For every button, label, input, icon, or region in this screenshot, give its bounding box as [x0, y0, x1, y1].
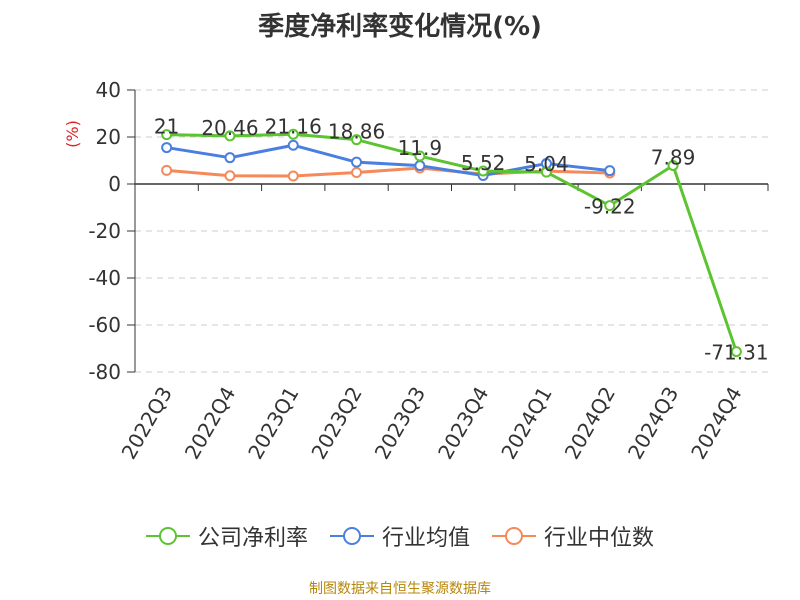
data-point [161, 164, 173, 176]
legend-label-industry-mean: 行业均值 [381, 526, 470, 551]
data-point [224, 130, 236, 142]
data-label: 11.9 [398, 136, 443, 160]
data-point [477, 165, 489, 177]
legend-marker-industry-mean [329, 527, 374, 545]
y-tick-label: -20 [88, 219, 121, 243]
data-point [604, 200, 616, 212]
data-point [161, 142, 173, 154]
y-tick-label: -40 [88, 266, 121, 290]
data-point [414, 150, 426, 162]
data-point [730, 346, 742, 358]
y-tick-label: -80 [88, 360, 121, 384]
source-note: 制图数据来自恒生聚源数据库 [309, 581, 491, 597]
legend-marker-industry-median [492, 527, 536, 545]
data-label: -9.22 [584, 195, 636, 219]
chart-title: 季度净利率变化情况(%) [258, 12, 542, 42]
data-label: 21 [154, 115, 179, 139]
x-tick-label: 2022Q3 [117, 383, 177, 464]
y-axis-label: (%) [63, 120, 82, 148]
x-tick-label: 2023Q2 [306, 383, 366, 464]
series-line [166, 143, 610, 178]
data-point [351, 134, 363, 146]
data-point [224, 170, 236, 182]
x-tick-label: 2024Q3 [623, 383, 683, 464]
data-point [540, 166, 552, 178]
data-point [667, 159, 679, 171]
data-point [161, 129, 173, 141]
data-label: 5.04 [524, 152, 569, 176]
x-tick-label: 2023Q1 [243, 383, 303, 464]
data-label: 7.89 [651, 145, 696, 169]
legend-item-industry-mean[interactable]: 行业均值 [329, 520, 470, 552]
legend-marker-company [145, 527, 190, 545]
chart-legend: 公司净利率 行业均值 行业中位数 [0, 520, 800, 552]
x-tick-label: 2024Q1 [496, 383, 556, 464]
data-label: 20.46 [201, 116, 258, 140]
x-tick-label: 2023Q3 [370, 383, 430, 464]
y-tick-label: -60 [88, 313, 121, 337]
data-point [351, 156, 363, 168]
x-tick-label: 2022Q4 [180, 383, 240, 464]
data-point [287, 139, 299, 151]
legend-item-company[interactable]: 公司净利率 [145, 520, 308, 552]
data-label: 18.86 [328, 120, 385, 144]
data-label: -71.31 [704, 341, 768, 365]
legend-label-industry-median: 行业中位数 [544, 526, 655, 551]
data-point [414, 160, 426, 172]
y-tick-label: 40 [96, 78, 121, 102]
data-point [224, 152, 236, 164]
legend-item-industry-median[interactable]: 行业中位数 [492, 520, 654, 552]
data-point [351, 166, 363, 178]
data-point [287, 128, 299, 140]
y-tick-label: 20 [96, 125, 121, 149]
data-label: 5.52 [461, 151, 506, 175]
series-line [166, 132, 738, 353]
y-tick-label: 0 [108, 172, 121, 196]
data-point [287, 170, 299, 182]
data-point [604, 165, 616, 177]
x-tick-label: 2024Q2 [560, 383, 620, 464]
x-tick-label: 2023Q4 [433, 383, 493, 464]
legend-label-company: 公司净利率 [197, 526, 308, 551]
data-label: 21.16 [265, 114, 322, 138]
x-tick-label: 2024Q4 [686, 383, 746, 464]
